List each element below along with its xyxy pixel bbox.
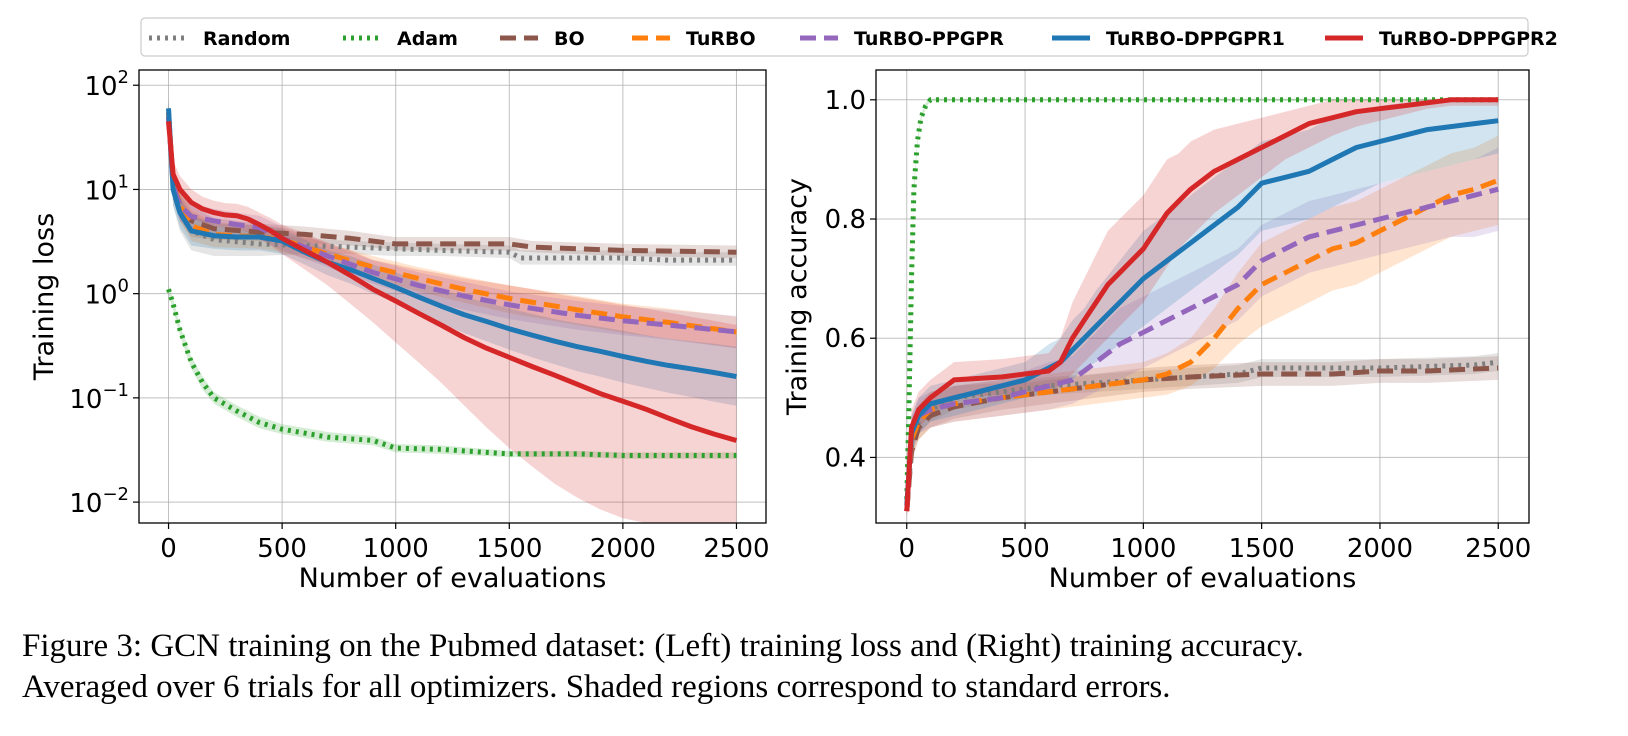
legend-item-turbo-dppgpr1: TuRBO-DPPGPR1 bbox=[1052, 28, 1285, 50]
y-tick-label: 0.6 bbox=[825, 324, 866, 354]
error-band-turbo-ppgpr bbox=[906, 147, 1499, 517]
error-band-turbo bbox=[906, 135, 1499, 517]
legend-label: TuRBO-DPPGPR2 bbox=[1379, 28, 1558, 50]
legend-item-adam: Adam bbox=[343, 28, 458, 50]
x-tick-label: 0 bbox=[898, 534, 915, 564]
error-band-turbo bbox=[168, 101, 737, 349]
y-tick-label: 102 bbox=[84, 67, 129, 102]
legend-item-random: Random bbox=[149, 28, 290, 50]
series-line-turbo-dppgpr1 bbox=[904, 118, 1499, 506]
right-chart-training-accuracy: 0 500 1000 1500 2000 2500 0.4 0.6 0.8 1.0 Number o… bbox=[782, 69, 1531, 594]
plot-frame bbox=[138, 69, 767, 524]
error-band-turbo-dppgpr2 bbox=[168, 108, 737, 523]
x-tick-label: 1500 bbox=[476, 534, 542, 564]
error-band-random bbox=[168, 101, 737, 266]
x-tick-label: 1500 bbox=[1229, 534, 1295, 564]
y-tick-label: 0.8 bbox=[825, 205, 866, 235]
legend-label: Adam bbox=[397, 28, 458, 50]
plot-frame bbox=[875, 69, 1530, 524]
series-line-turbo bbox=[166, 112, 737, 335]
error-band-turbo-dppgpr1 bbox=[168, 96, 737, 406]
legend-label: TuRBO bbox=[686, 28, 756, 50]
left-chart-training-loss: 0 500 1000 1500 2000 2500 10−2 10−1 100 101 102 Num… bbox=[29, 67, 770, 594]
series-line-turbo-ppgpr bbox=[166, 116, 737, 335]
legend: Random Adam BO TuRBO TuRBO-PPGPR TuRBO-DPPGPR… bbox=[140, 17, 1558, 57]
y-tick-label: 1.0 bbox=[825, 86, 866, 116]
legend-item-turbo: TuRBO bbox=[632, 28, 756, 50]
error-band-bo bbox=[906, 356, 1499, 517]
series-line-bo bbox=[166, 116, 737, 255]
figure: Random Adam BO TuRBO TuRBO-PPGPR TuRBO-DPPGPR… bbox=[29, 17, 1558, 594]
x-tick-label: 2000 bbox=[590, 534, 656, 564]
legend-label: BO bbox=[554, 28, 585, 50]
legend-item-turbo-dppgpr2: TuRBO-DPPGPR2 bbox=[1325, 28, 1558, 50]
caption-line-2: Averaged over 6 trials for all optimizer… bbox=[22, 669, 1171, 705]
x-tick-label: 2500 bbox=[1465, 534, 1531, 564]
x-tick-label: 0 bbox=[160, 534, 177, 564]
error-bands bbox=[906, 98, 1499, 518]
error-band-turbo-dppgpr1 bbox=[906, 99, 1499, 512]
y-tick-label: 10−1 bbox=[69, 380, 129, 415]
y-axis-label: Training loss bbox=[29, 213, 60, 381]
figure-caption: Figure 3: GCN training on the Pubmed dat… bbox=[22, 626, 1622, 708]
x-axis-label: Number of evaluations bbox=[299, 563, 607, 594]
y-tick-label: 100 bbox=[84, 276, 129, 311]
legend-label: Random bbox=[203, 28, 290, 50]
y-tick-label: 101 bbox=[84, 171, 129, 206]
error-band-random bbox=[906, 353, 1499, 517]
plot-area bbox=[904, 97, 1500, 518]
x-tick-label: 2500 bbox=[703, 534, 769, 564]
x-tick-label: 500 bbox=[257, 534, 307, 564]
x-tick-label: 500 bbox=[1000, 534, 1050, 564]
plot-area bbox=[166, 96, 738, 523]
legend-item-bo: BO bbox=[500, 28, 585, 50]
y-axis-label: Training accuracy bbox=[782, 178, 813, 416]
legend-label: TuRBO-PPGPR bbox=[854, 28, 1004, 50]
series-lines bbox=[166, 108, 738, 458]
caption-line-1: Figure 3: GCN training on the Pubmed dat… bbox=[22, 628, 1304, 664]
y-tick-label: 10−2 bbox=[69, 484, 129, 519]
legend-label: TuRBO-DPPGPR1 bbox=[1106, 28, 1285, 50]
series-line-turbo-dppgpr2 bbox=[904, 97, 1499, 512]
x-tick-label: 1000 bbox=[1110, 534, 1176, 564]
legend-item-turbo-ppgpr: TuRBO-PPGPR bbox=[800, 28, 1004, 50]
series-line-adam bbox=[904, 97, 1499, 500]
series-line-turbo-ppgpr bbox=[904, 186, 1499, 512]
series-line-adam bbox=[166, 288, 737, 458]
x-axis-label: Number of evaluations bbox=[1049, 563, 1357, 594]
x-tick-label: 1000 bbox=[363, 534, 429, 564]
series-line-turbo-dppgpr2 bbox=[166, 121, 738, 443]
y-tick-label: 0.4 bbox=[825, 443, 866, 473]
series-lines bbox=[904, 97, 1500, 512]
x-tick-label: 2000 bbox=[1347, 534, 1413, 564]
series-line-turbo-dppgpr1 bbox=[166, 108, 737, 380]
